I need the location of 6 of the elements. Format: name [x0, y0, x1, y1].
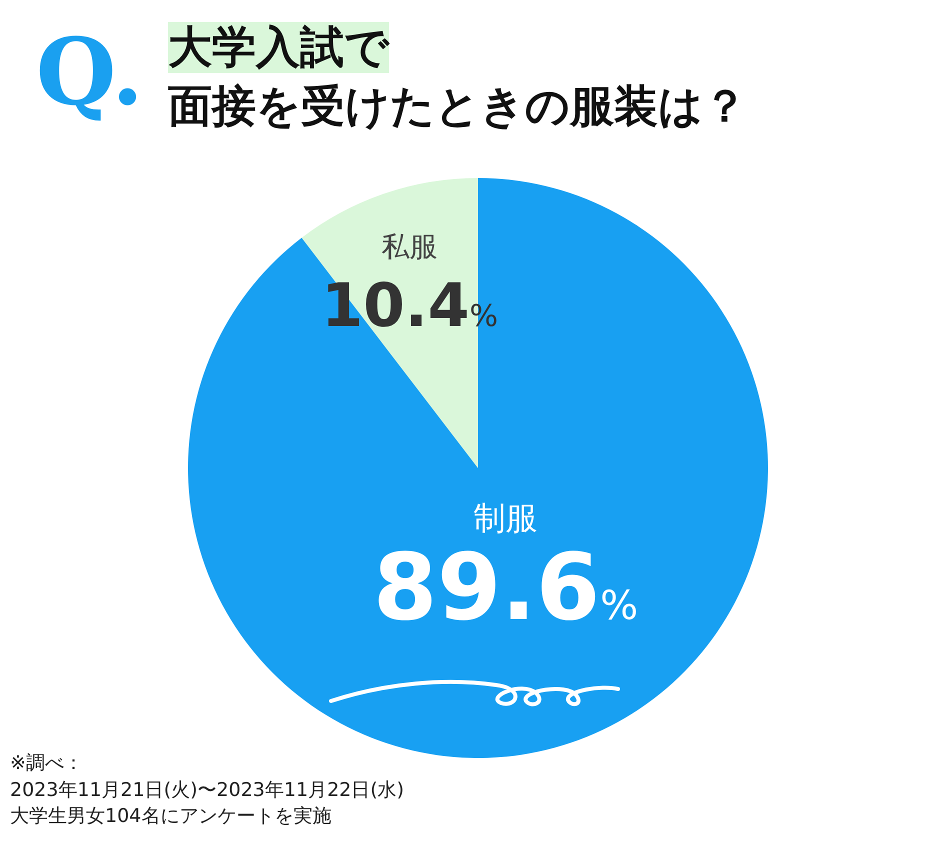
chart-subtitle: 面接を受けたときの服装は？ [168, 81, 747, 132]
pie-slice [188, 178, 768, 758]
text: Q. [36, 18, 144, 126]
text: ※調べ： 2023年11月21日(火)〜2023年11月22日(水) 大学生男女104名にアンケートを実施 [10, 751, 404, 830]
slice-label: 私服 [382, 230, 438, 264]
chart-title: 大学入試で [168, 22, 389, 73]
